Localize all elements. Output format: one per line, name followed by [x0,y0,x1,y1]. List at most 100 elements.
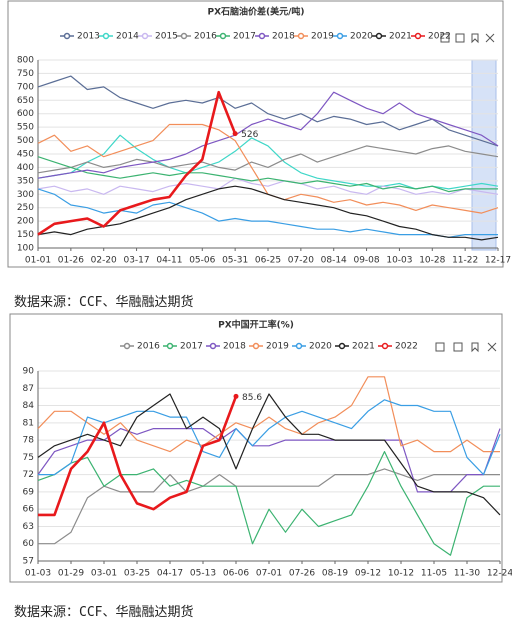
legend-swatch-dot [180,32,188,40]
y-tick-label: 800 [17,56,34,66]
y-tick-label: 550 [17,123,34,133]
legend-label: 2016 [194,32,217,42]
y-tick-label: 66 [23,505,35,515]
x-tick-label: 06-06 [223,569,249,579]
x-tick-label: 01-29 [58,569,84,579]
legend-label: 2013 [77,32,100,42]
series-line [37,376,500,453]
x-tick-label: 09-08 [353,256,379,266]
legend-label: 2019 [311,32,334,42]
legend-swatch-dot [295,342,303,350]
legend-label: 2020 [309,342,332,352]
y-tick-label: 300 [17,190,34,200]
series-line [38,468,500,545]
x-tick-label: 03-01 [91,569,117,579]
series-line [37,185,499,241]
series-line [38,395,238,517]
legend-swatch-dot [381,342,389,350]
legend-label: 2019 [266,342,289,352]
end-point [233,393,239,399]
legend-swatch-dot [219,32,227,40]
x-tick-label: 04-11 [156,256,182,266]
x-tick-label: 02-20 [91,256,117,266]
y-tick-label: 450 [17,150,34,160]
legend-swatch-dot [297,32,305,40]
chart: PX石脑油价差(美元/吨) 2013 2014 2015 2016 2017 2018 201… [7,0,511,268]
legend-swatch-dot [63,32,71,40]
y-tick-label: 250 [17,203,34,213]
series-line [38,399,501,476]
series-line [37,393,501,516]
end-point [232,131,238,137]
y-tick-label: 69 [23,487,35,497]
source-note: 数据来源：CCF、华融融达期货 [14,295,194,310]
y-tick-label: 60 [23,539,35,549]
legend-label: 2021 [389,32,412,42]
x-tick-label: 05-31 [222,256,248,266]
series-line [37,90,237,236]
source-note: 数据来源：CCF、华融融达期货 [14,605,194,620]
y-tick-label: 150 [17,230,34,240]
x-tick-label: 11-05 [421,569,447,579]
series-line [37,188,498,238]
y-tick-label: 500 [17,136,34,146]
x-tick-label: 07-26 [289,569,315,579]
x-tick-label: 03-25 [124,569,150,579]
chart: PX中国开工率(%) 2016 2017 2018 2019 2020 2021 2022 57… [9,313,512,583]
legend-swatch-dot [123,342,131,350]
y-tick-label: 350 [17,176,34,186]
toolbar[interactable] [435,342,497,353]
y-tick-label: 90 [23,367,35,377]
x-tick-label: 12-24 [487,569,512,579]
x-tick-label: 10-03 [386,256,412,266]
x-tick-label: 10-28 [419,256,445,266]
chart-title: PX石脑油价差(美元/吨) [207,6,304,18]
legend-swatch-dot [258,32,266,40]
series-line [37,91,499,179]
x-tick-label: 10-12 [388,569,414,579]
legend-label: 2022 [395,342,418,352]
legend-swatch-dot [166,342,174,350]
legend-label: 2014 [116,32,139,42]
y-tick-label: 100 [17,244,34,254]
legend-swatch-dot [414,32,422,40]
legend-label: 2022 [428,32,451,42]
chart-title: PX中国开工率(%) [218,319,294,331]
legend-swatch-dot [141,32,149,40]
legend-swatch-dot [209,342,217,350]
series-line [37,177,499,195]
x-tick-label: 06-25 [255,256,281,266]
series-line [37,145,499,174]
legend-swatch-dot [375,32,383,40]
y-tick-label: 700 [17,82,34,92]
data-label: 85.6 [242,393,262,403]
x-tick-label: 01-03 [25,569,51,579]
x-tick-label: 08-19 [322,569,348,579]
legend-label: 2018 [223,342,246,352]
legend-swatch-dot [338,342,346,350]
legend-label: 2017 [180,342,203,352]
x-tick-label: 09-12 [355,569,381,579]
y-tick-label: 200 [17,217,34,227]
toolbar[interactable] [440,33,495,44]
legend-label: 2017 [233,32,256,42]
series-line [37,156,498,193]
y-tick-label: 750 [17,69,34,79]
y-tick-label: 84 [23,401,35,411]
x-tick-label: 08-14 [321,256,347,266]
x-tick-label: 01-01 [25,256,51,266]
x-tick-label: 07-20 [288,256,314,266]
y-tick-label: 57 [23,557,34,567]
legend-label: 2015 [155,32,178,42]
y-tick-label: 87 [23,384,34,394]
x-tick-label: 12-17 [485,256,511,266]
legend-swatch-dot [336,32,344,40]
legend-swatch-dot [102,32,110,40]
y-tick-label: 650 [17,96,34,106]
x-tick-label: 11-30 [454,569,480,579]
y-tick-label: 81 [23,418,34,428]
y-tick-label: 63 [23,522,34,532]
series-line [37,451,500,556]
data-label: 526 [241,130,258,140]
